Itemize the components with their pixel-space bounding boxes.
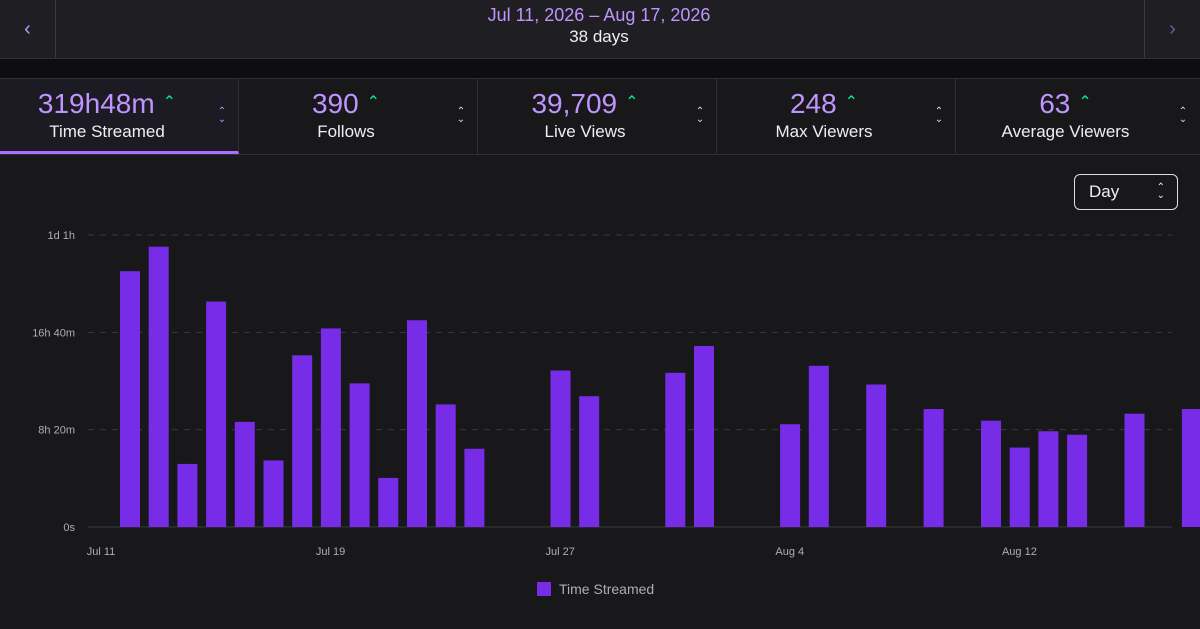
date-navigation-bar: ‹ Jul 11, 2026 – Aug 17, 2026 38 days ›: [0, 0, 1200, 59]
sort-icon: ⌃ ⌄: [456, 106, 466, 125]
bar: [550, 370, 571, 527]
stat-tab-live-views[interactable]: 39,709 ⌃ Live Views ⌃ ⌄: [478, 79, 717, 154]
legend-swatch: [537, 582, 551, 596]
bar: [1038, 431, 1059, 527]
bar: [923, 409, 944, 527]
y-tick-label: 16h 40m: [32, 327, 75, 339]
bar: [665, 372, 686, 527]
y-tick-label: 8h 20m: [38, 425, 75, 437]
time-streamed-chart: 0s 8h 20m 16h 40m 1d 1h Jul 11 Jul 19 Jul 27 Au…: [32, 230, 1200, 597]
date-range: Jul 11, 2026 – Aug 17, 2026 38 days: [55, 4, 1143, 48]
bar: [206, 301, 227, 527]
analytics-card: 319h48m ⌃ Time Streamed ⌃ ⌄ 390 ⌃ Follows ⌃…: [0, 78, 1200, 629]
stat-value: 319h48m: [37, 88, 155, 119]
y-tick-label: 1d 1h: [47, 230, 75, 242]
bar: [177, 463, 198, 527]
bar: [234, 421, 255, 527]
stat-label: Average Viewers: [1001, 122, 1130, 141]
bar: [1124, 413, 1145, 527]
trend-up-icon: ⌃: [162, 94, 177, 111]
bar: [320, 328, 341, 527]
bar: [292, 355, 313, 527]
chevron-left-icon: ‹: [24, 17, 31, 40]
previous-period-button[interactable]: ‹: [0, 0, 56, 58]
stat-tab-time-streamed[interactable]: 319h48m ⌃ Time Streamed ⌃ ⌄: [0, 79, 239, 154]
bar: [120, 271, 140, 527]
stat-label: Live Views: [544, 122, 626, 141]
bar: [1009, 447, 1030, 527]
bar: [579, 396, 600, 527]
legend-label: Time Streamed: [559, 581, 654, 597]
trend-up-icon: ⌃: [366, 94, 381, 111]
chevron-up-down-icon: ⌃ ⌄: [1156, 182, 1165, 201]
date-range-text: Jul 11, 2026 – Aug 17, 2026: [487, 5, 711, 25]
x-tick-label: Aug 12: [1002, 546, 1037, 558]
x-tick-label: Aug 4: [775, 546, 804, 558]
bar: [1067, 434, 1088, 527]
bar: [464, 448, 485, 527]
stat-tabs: 319h48m ⌃ Time Streamed ⌃ ⌄ 390 ⌃ Follows ⌃…: [0, 79, 1200, 155]
next-period-button[interactable]: ›: [1144, 0, 1200, 58]
bar: [1181, 409, 1200, 527]
bar: [981, 420, 1001, 527]
stat-value: 63: [1039, 88, 1071, 119]
stat-value: 39,709: [531, 88, 618, 119]
stat-tab-average-viewers[interactable]: 63 ⌃ Average Viewers ⌃ ⌄: [956, 79, 1199, 154]
bar: [808, 365, 829, 527]
sort-icon: ⌃ ⌄: [695, 106, 705, 125]
granularity-value: Day: [1089, 182, 1120, 201]
day-count: 38 days: [569, 27, 629, 46]
trend-up-icon: ⌃: [1078, 94, 1092, 111]
stat-tab-follows[interactable]: 390 ⌃ Follows ⌃ ⌄: [239, 79, 478, 154]
bar: [148, 246, 169, 527]
bar: [263, 460, 284, 527]
x-tick-label: Jul 19: [316, 546, 345, 558]
bar: [780, 424, 801, 527]
y-tick-label: 0s: [63, 522, 75, 534]
bar: [378, 477, 399, 527]
bar: [349, 383, 370, 527]
stat-label: Max Viewers: [775, 122, 873, 141]
bar: [435, 404, 456, 527]
trend-up-icon: ⌃: [844, 94, 859, 111]
stat-tab-max-viewers[interactable]: 248 ⌃ Max Viewers ⌃ ⌄: [717, 79, 956, 154]
stat-value: 390: [311, 88, 359, 119]
bar: [407, 320, 427, 527]
sort-icon: ⌃ ⌄: [1178, 106, 1188, 125]
bar: [694, 345, 714, 527]
stat-label: Time Streamed: [49, 122, 165, 141]
chevron-right-icon: ›: [1169, 17, 1176, 40]
x-tick-label: Jul 27: [546, 546, 575, 558]
trend-up-icon: ⌃: [625, 94, 639, 111]
x-tick-label: Jul 11: [87, 546, 116, 558]
stat-value: 248: [789, 88, 837, 119]
bar: [866, 384, 887, 527]
stat-label: Follows: [317, 122, 375, 141]
sort-icon: ⌃ ⌄: [934, 106, 944, 125]
sort-icon: ⌃ ⌄: [217, 106, 227, 125]
granularity-select[interactable]: Day ⌃ ⌄: [1074, 174, 1178, 210]
